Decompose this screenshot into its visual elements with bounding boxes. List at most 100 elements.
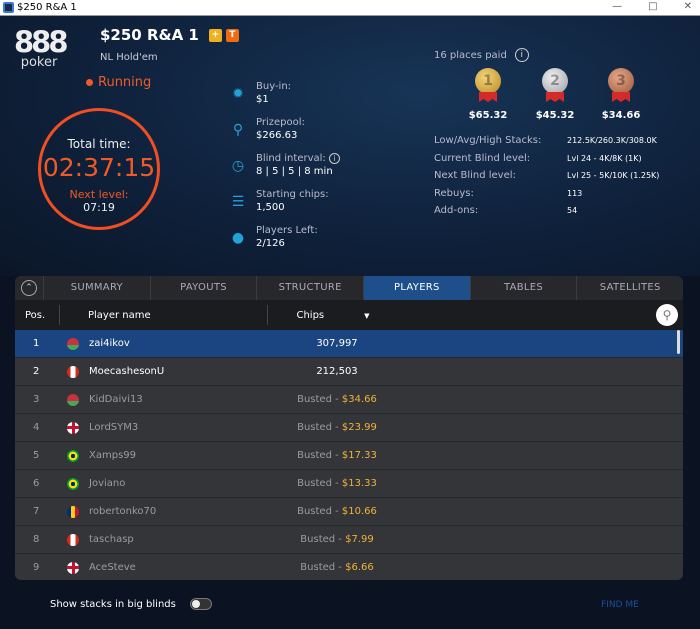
- close-button[interactable]: ✕: [683, 1, 692, 12]
- find-me-button[interactable]: FIND ME: [601, 600, 639, 610]
- player-pos: 3: [33, 394, 40, 405]
- flag-belarus-icon: [67, 337, 79, 350]
- player-chips: Busted - $17.33: [297, 450, 377, 461]
- maximize-button[interactable]: □: [648, 1, 658, 12]
- flag-romania-icon: [67, 505, 79, 518]
- search-button[interactable]: ⚲: [656, 304, 678, 326]
- player-pos: 4: [33, 422, 40, 433]
- table-header: Pos. Player name Chips ▼ ⚲: [15, 300, 683, 330]
- table-row[interactable]: 7 robertonko70 Busted - $10.66: [15, 498, 683, 526]
- tab-players[interactable]: PLAYERS: [363, 276, 470, 300]
- info-prizepool: ⚲ Prizepool: $266.63: [230, 116, 305, 143]
- stats-list: Low/Avg/High Stacks: 212.5K/260.3K/308.0K…: [434, 135, 660, 217]
- col-chips[interactable]: Chips ▼: [296, 309, 370, 321]
- player-pos: 7: [33, 506, 40, 517]
- tournament-title: $250 R&A 1 + T: [100, 26, 239, 44]
- player-pos: 6: [33, 478, 40, 489]
- medal-1st: 1 $65.32: [458, 68, 518, 121]
- total-time-label: Total time:: [67, 137, 131, 151]
- search-icon: ⚲: [662, 308, 672, 322]
- window-title: $250 R&A 1: [17, 2, 77, 13]
- person-icon: ●: [231, 230, 245, 246]
- big-blinds-toggle[interactable]: [189, 598, 212, 610]
- title-bar: $250 R&A 1 — □ ✕: [0, 0, 700, 16]
- chips-stack-icon: ☰: [231, 194, 245, 210]
- player-name: robertonko70: [89, 506, 157, 517]
- tab-satellites[interactable]: SATELLITES: [576, 276, 683, 300]
- flag-uk-icon: [67, 561, 79, 574]
- col-player-name[interactable]: Player name: [88, 309, 151, 321]
- turbo-badge: T: [225, 28, 239, 42]
- lobby-panel: ⌃ SUMMARY PAYOUTS STRUCTURE PLAYERS TABL…: [15, 276, 683, 580]
- tab-structure[interactable]: STRUCTURE: [256, 276, 363, 300]
- medal-3rd: 3 $34.66: [591, 68, 651, 121]
- app-icon: [3, 2, 14, 13]
- tab-summary[interactable]: SUMMARY: [43, 276, 150, 300]
- player-name: Joviano: [89, 478, 126, 489]
- player-name: KidDaivi13: [89, 394, 143, 405]
- status: Running: [86, 75, 151, 90]
- info-starting-chips: ☰ Starting chips: 1,500: [231, 189, 329, 213]
- minimize-button[interactable]: —: [612, 1, 623, 12]
- table-row[interactable]: 9 AceSteve Busted - $6.66: [15, 554, 683, 580]
- table-row[interactable]: 4 LordSYM3 Busted - $23.99: [15, 414, 683, 442]
- player-chips: Busted - $6.66: [300, 562, 374, 573]
- player-pos: 2: [33, 366, 40, 377]
- tab-tables[interactable]: TABLES: [469, 276, 577, 300]
- info-buy-in: ✹ Buy-in: $1: [230, 80, 291, 107]
- player-name: zai4ikov: [89, 338, 130, 349]
- player-pos: 9: [33, 562, 40, 573]
- player-name: Xamps99: [89, 450, 137, 461]
- flag-canada-icon: [67, 533, 79, 546]
- flag-belarus-icon: [67, 393, 79, 406]
- player-chips: 212,503: [316, 366, 358, 377]
- table-row[interactable]: 8 taschasp Busted - $7.99: [15, 526, 683, 554]
- table-row[interactable]: 3 KidDaivi13 Busted - $34.66: [15, 386, 683, 414]
- chip-icon: ✹: [232, 86, 244, 102]
- next-level-time: 07:19: [83, 201, 115, 214]
- show-stacks-bb: Show stacks in big blinds: [50, 598, 212, 610]
- game-type: NL Hold'em: [100, 52, 158, 63]
- info-icon[interactable]: i: [328, 153, 340, 164]
- tournament-name: $250 R&A 1: [100, 26, 199, 44]
- total-time: 02:37:15: [42, 153, 156, 182]
- chevron-up-icon: ⌃: [21, 280, 37, 296]
- trophy-icon: ⚲: [232, 122, 244, 138]
- rebuy-badge: +: [208, 28, 222, 42]
- sort-down-icon: ▼: [364, 311, 370, 320]
- player-pos: 1: [33, 338, 40, 349]
- table-row[interactable]: 2 MoecashesonU 212,503: [15, 358, 683, 386]
- status-dot-icon: [86, 79, 93, 86]
- player-chips: Busted - $34.66: [297, 394, 377, 405]
- tab-bar: ⌃ SUMMARY PAYOUTS STRUCTURE PLAYERS TABL…: [15, 276, 683, 300]
- 888poker-logo: 888 poker: [14, 25, 69, 70]
- flag-brazil-icon: [67, 449, 79, 462]
- table-row[interactable]: 6 Joviano Busted - $13.33: [15, 470, 683, 498]
- places-paid: 16 places paid i: [434, 48, 529, 62]
- player-chips: Busted - $7.99: [300, 534, 374, 545]
- player-pos: 8: [33, 534, 40, 545]
- table-row[interactable]: 5 Xamps99 Busted - $17.33: [15, 442, 683, 470]
- player-pos: 5: [33, 450, 40, 461]
- flag-uk-icon: [67, 421, 79, 434]
- players-list: 1 zai4ikov 307,997 2 MoecashesonU 212,503 3 Kid…: [15, 330, 683, 580]
- scrollbar[interactable]: [677, 330, 680, 354]
- info-icon[interactable]: i: [514, 48, 529, 62]
- next-level-label: Next level:: [69, 188, 129, 201]
- clock-icon: ◷: [231, 158, 245, 174]
- player-chips: Busted - $10.66: [297, 506, 377, 517]
- info-players-left: ● Players Left: 2/126: [231, 225, 318, 249]
- player-name: LordSYM3: [89, 422, 139, 433]
- tab-payouts[interactable]: PAYOUTS: [149, 276, 257, 300]
- toggle-label: Show stacks in big blinds: [50, 598, 176, 610]
- medal-2nd: 2 $45.32: [525, 68, 585, 121]
- player-chips: Busted - $23.99: [297, 422, 377, 433]
- player-name: AceSteve: [89, 562, 136, 573]
- flag-brazil-icon: [67, 477, 79, 490]
- player-chips: Busted - $13.33: [297, 478, 377, 489]
- collapse-button[interactable]: ⌃: [15, 280, 43, 296]
- tournament-header: 888 poker $250 R&A 1 + T NL Hold'em Runni…: [0, 16, 700, 276]
- col-pos[interactable]: Pos.: [25, 309, 46, 321]
- table-row[interactable]: 1 zai4ikov 307,997: [15, 330, 683, 358]
